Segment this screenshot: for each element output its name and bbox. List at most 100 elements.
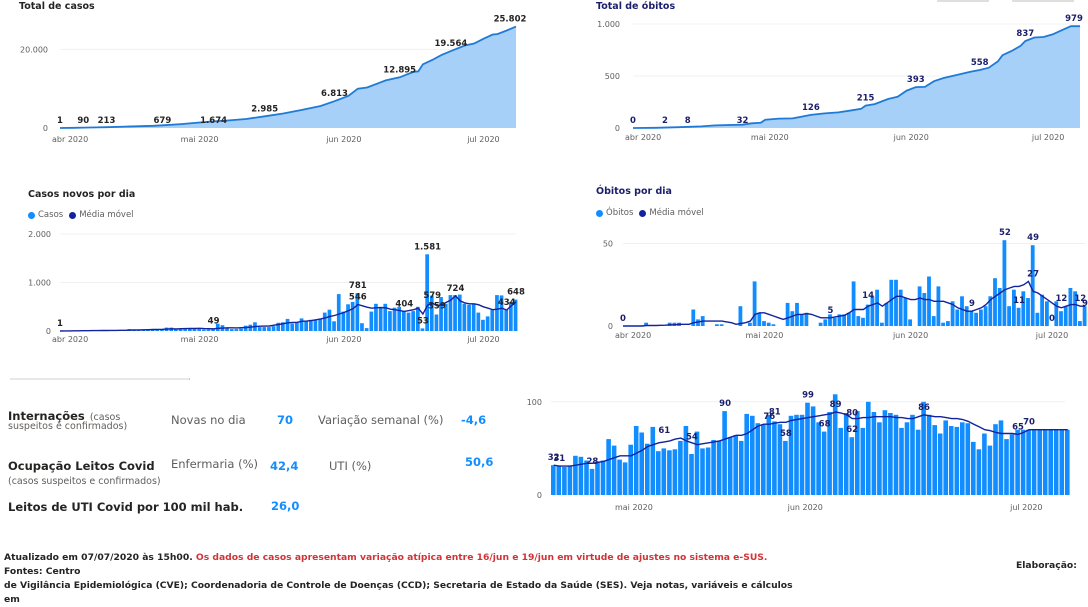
bar: [235, 329, 239, 331]
bar: [794, 415, 799, 495]
area-fill: [633, 26, 1080, 128]
data-label: 679: [154, 116, 172, 126]
bar: [477, 313, 481, 331]
data-label: 213: [98, 116, 116, 126]
bar: [847, 313, 851, 326]
date-slicer-track[interactable]: [10, 378, 190, 380]
bar: [932, 316, 936, 326]
bar: [916, 430, 921, 495]
bar: [1069, 288, 1073, 326]
bar: [1054, 430, 1059, 495]
bar: [977, 449, 982, 495]
bar: [612, 446, 617, 495]
data-label: 5: [827, 306, 833, 316]
data-label: 648: [507, 288, 525, 298]
data-label: 6.813: [321, 89, 348, 99]
bar: [337, 294, 341, 331]
y-tick-label: 0: [608, 322, 613, 331]
kpi-variacao-value: -4,6: [461, 413, 486, 427]
bar: [645, 444, 650, 495]
bar: [568, 466, 573, 495]
bar: [772, 421, 777, 495]
bar: [360, 323, 364, 331]
bar: [717, 441, 722, 495]
bar: [486, 316, 490, 331]
x-tick-label: abr 2020: [625, 133, 661, 142]
bar: [728, 437, 733, 495]
x-tick-label: abr 2020: [52, 135, 88, 144]
bar: [783, 441, 788, 495]
bar: [822, 432, 827, 495]
data-label: 215: [857, 94, 875, 104]
bar: [1040, 295, 1044, 326]
bar: [579, 457, 584, 495]
data-label: 126: [802, 103, 820, 113]
data-label: 52: [999, 228, 1011, 238]
data-label: 53: [417, 316, 429, 326]
y-tick-label: 0: [537, 491, 542, 500]
data-label: 28: [586, 457, 598, 467]
data-label: 14: [862, 291, 874, 301]
data-label: 108: [827, 390, 845, 392]
y-tick-label: 0: [43, 124, 48, 133]
kpi-leitos-value: 26,0: [271, 499, 299, 513]
bar: [262, 327, 266, 331]
bar: [421, 328, 425, 331]
bar: [678, 441, 683, 495]
bar: [407, 313, 411, 331]
bar: [927, 277, 931, 327]
bar: [761, 424, 766, 495]
footer-elaboracao: Elaboração:: [1016, 560, 1077, 571]
data-label: 1: [57, 116, 63, 126]
bar: [960, 422, 965, 495]
x-tick-label: jul 2020: [466, 135, 499, 144]
bar: [748, 323, 752, 326]
bar: [877, 422, 882, 495]
bar: [1065, 430, 1070, 495]
bar: [937, 286, 941, 326]
bar: [1059, 311, 1063, 326]
bar: [988, 446, 993, 495]
data-label: 86: [918, 403, 930, 413]
bar: [402, 311, 406, 331]
bar: [941, 323, 945, 326]
y-tick-label: 0: [46, 327, 51, 336]
data-label: 579: [423, 291, 441, 301]
footer-updated: Atualizado em 07/07/2020 às 15h00.: [4, 552, 193, 563]
bar: [852, 281, 856, 326]
bar: [606, 439, 611, 495]
data-label: 359: [428, 302, 446, 312]
bar: [805, 403, 810, 495]
bar: [880, 323, 884, 326]
data-label: 0: [1049, 314, 1055, 324]
bar: [481, 320, 485, 331]
bar: [1004, 439, 1009, 495]
bar: [467, 305, 471, 331]
bar: [1060, 430, 1065, 495]
kpi-novas-value: 70: [277, 413, 293, 427]
data-label: 31: [553, 454, 565, 464]
bar: [999, 420, 1004, 495]
footer-warning: Os dados de casos apresentam variação at…: [196, 552, 768, 563]
bar: [744, 414, 749, 495]
bar: [955, 427, 960, 495]
bar: [838, 428, 843, 495]
bar: [861, 428, 866, 495]
bar: [300, 318, 304, 331]
bar: [811, 406, 816, 495]
bar: [720, 324, 724, 326]
bar: [202, 330, 206, 332]
bar: [656, 451, 661, 495]
bar: [332, 321, 336, 331]
x-tick-label: mai 2020: [181, 135, 219, 144]
bar: [756, 423, 761, 495]
bar: [617, 460, 622, 495]
bar: [304, 321, 308, 331]
bar: [590, 469, 595, 495]
bar: [889, 280, 893, 326]
bar: [258, 327, 262, 331]
data-label: 404: [395, 299, 413, 309]
